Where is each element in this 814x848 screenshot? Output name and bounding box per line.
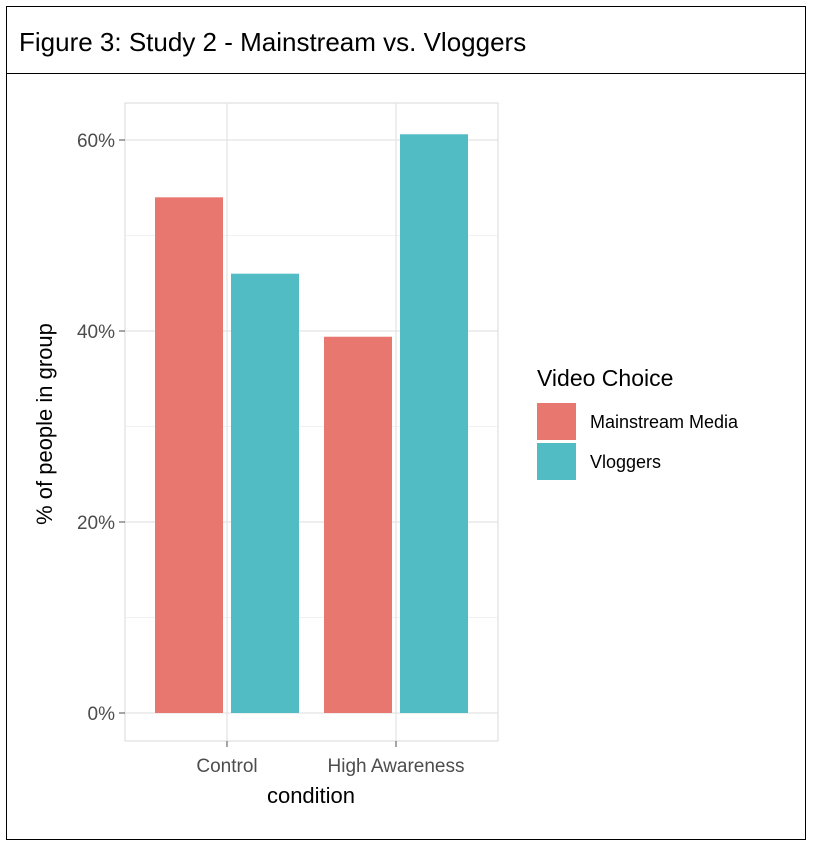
legend-label: Vloggers	[590, 452, 661, 472]
x-tick-label: High Awareness	[328, 756, 465, 777]
legend-key-mainstream-media	[537, 403, 576, 440]
bar-mainstream-media-control	[155, 197, 223, 714]
legend-title: Video Choice	[537, 365, 673, 391]
y-tick-label: 40%	[77, 322, 115, 343]
figure-title-bar: Figure 3: Study 2 - Mainstream vs. Vlogg…	[7, 7, 805, 74]
bar-vloggers-high-awareness	[400, 134, 468, 713]
figure-title: Figure 3: Study 2 - Mainstream vs. Vlogg…	[19, 27, 527, 57]
y-tick-label: 20%	[77, 513, 115, 534]
x-tick-label: Control	[196, 756, 257, 777]
legend-label: Mainstream Media	[590, 412, 739, 432]
figure-frame: Figure 3: Study 2 - Mainstream vs. Vlogg…	[6, 6, 806, 840]
y-tick-label: 0%	[88, 704, 116, 725]
y-axis-label: % of people in group	[32, 323, 57, 525]
legend-key-vloggers	[537, 443, 576, 480]
x-axis-label: condition	[267, 783, 355, 808]
bar-mainstream-media-high-awareness	[324, 336, 392, 713]
y-tick-label: 60%	[77, 131, 115, 152]
bar-vloggers-control	[231, 273, 299, 713]
